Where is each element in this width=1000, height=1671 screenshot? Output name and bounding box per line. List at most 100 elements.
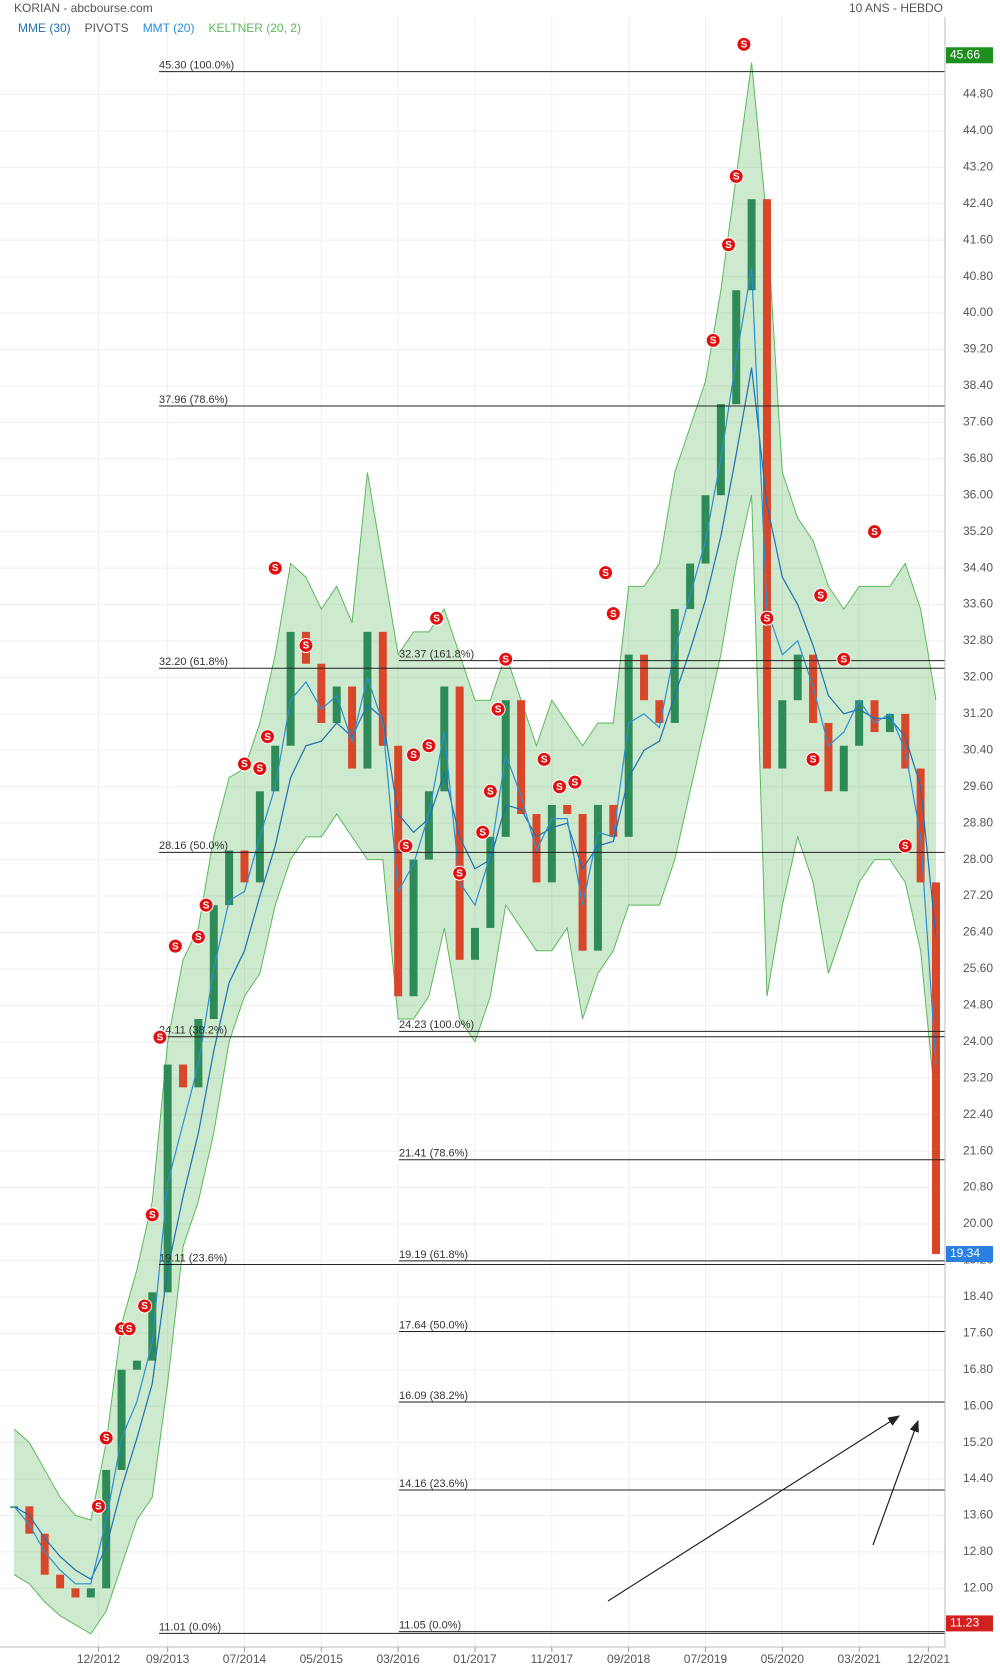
x-tick-label: 03/2021 [837,1652,881,1666]
candle [394,745,403,997]
candle [839,745,848,792]
y-tick-label: 44.00 [963,123,993,137]
y-tick-label: 43.20 [963,159,993,173]
signal-marker [867,524,883,540]
signal-label: S [871,527,878,538]
candle [440,686,449,792]
signal-marker [252,761,268,777]
keltner-upper [13,62,937,1521]
y-tick-label: 30.40 [963,742,993,756]
fibonacci-levels: 45.30 (100.0%) 37.96 (78.6%) 32.20 (61.8%)… [159,60,945,1634]
y-tick-label: 33.60 [963,597,993,611]
candle [732,290,741,405]
y-tick-label: 40.00 [963,305,993,319]
y-tick-label: 44.80 [963,87,993,101]
chart-subtitle: 10 ANS - HEBDO [849,1,943,15]
candle [932,882,940,1255]
legend-item: MME (30) [18,21,71,35]
fib-label: 32.20 (61.8%) [159,656,228,668]
signal-marker [836,651,852,667]
fib-label: 19.19 (61.8%) [399,1249,468,1261]
signal-marker [398,838,414,854]
candle [593,804,602,951]
candle [655,700,664,723]
signal-label: S [272,563,279,574]
price-tag [946,47,993,64]
signal-marker [705,332,721,348]
signal-marker [897,838,913,854]
y-tick-label: 32.80 [963,633,993,647]
signal-label: S [203,900,210,911]
annotation-arrow [872,1419,919,1546]
fib-label: 14.16 (23.6%) [399,1478,468,1490]
candle [747,199,756,291]
signal-marker [805,751,821,767]
candle [455,686,464,960]
legend-item: PIVOTS [85,21,129,35]
candle [532,814,541,883]
candle [332,686,341,723]
candle [855,700,864,746]
signal-marker [552,779,568,795]
signal-marker [421,738,437,754]
mme-line [13,367,937,1581]
candle [148,1292,157,1361]
signal-label: S [733,172,740,183]
x-tick-label: 09/2018 [607,1652,651,1666]
candle [793,654,802,701]
signal-label: S [195,932,202,943]
signal-label: S [403,841,410,852]
signal-marker [475,824,491,840]
signal-marker [429,610,445,626]
fib-label: 24.11 (38.2%) [159,1025,227,1037]
signal-label: S [810,755,817,766]
y-tick-label: 39.20 [963,342,993,356]
y-tick-label: 41.60 [963,232,993,246]
candle [40,1533,49,1575]
fib-label: 37.96 (78.6%) [159,394,228,406]
candle [916,768,925,883]
chart-title: KORIAN - abcbourse.com [14,1,153,15]
signal-marker [498,651,514,667]
y-tick-label: 20.80 [963,1180,993,1194]
signal-marker [728,168,744,184]
signal-label: S [257,764,264,775]
keltner-band [13,62,937,1635]
signal-label: S [118,1324,125,1335]
signal-label: S [610,609,617,620]
signal-label: S [241,759,248,770]
y-tick-label: 31.20 [963,706,993,720]
fib-label: 11.01 (0.0%) [159,1621,221,1633]
y-tick-label: 32.00 [963,670,993,684]
candle [102,1469,111,1589]
signal-marker [267,560,283,576]
y-tick-label: 18.40 [963,1289,993,1303]
y-tick-label: 13.60 [963,1508,993,1522]
y-tick-label: 12.80 [963,1544,993,1558]
signal-marker [260,729,276,745]
y-tick-label: 37.60 [963,415,993,429]
x-tick-label: 01/2017 [453,1652,497,1666]
x-tick-label: 12/2012 [77,1652,121,1666]
candle [317,663,326,723]
x-tick-label: 05/2020 [761,1652,805,1666]
signal-marker [536,751,552,767]
candle [179,1064,188,1088]
price-tag-label: 45.66 [950,47,980,61]
price-tag-label: 19.34 [950,1246,980,1260]
fib-label: 11.05 (0.0%) [399,1620,461,1632]
candle [762,199,771,769]
candle [117,1369,126,1470]
candle [716,404,725,496]
grid [0,17,945,1651]
annotation-arrow [607,1415,901,1602]
signal-label: S [556,782,563,793]
signal-marker [605,606,621,622]
signal-label: S [710,336,717,347]
signal-label: S [141,1301,148,1312]
signal-marker [736,36,752,52]
candle [71,1588,80,1598]
candle [609,804,618,837]
keltner-lower [13,495,937,1635]
